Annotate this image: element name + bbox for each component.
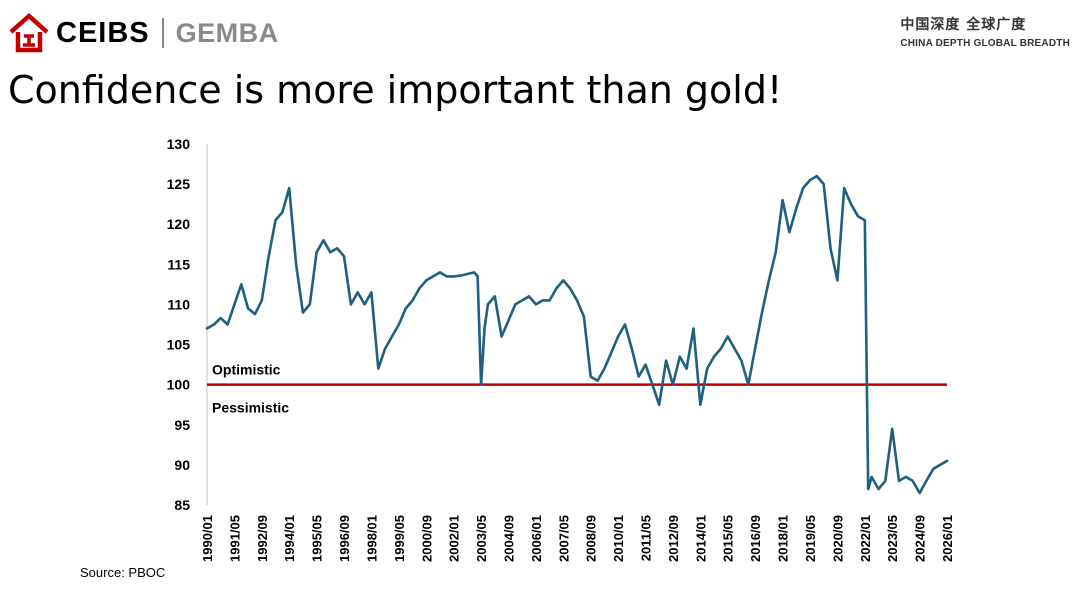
x-tick-label: 2012/09 bbox=[666, 515, 681, 562]
y-tick-label: 110 bbox=[167, 296, 190, 312]
ceibs-logo-icon bbox=[9, 12, 49, 53]
header-logo: CEIBS GEMBA bbox=[8, 10, 279, 56]
x-tick-label: 1999/05 bbox=[392, 515, 407, 562]
x-tick-label: 2026/01 bbox=[940, 515, 955, 562]
x-tick-label: 2014/01 bbox=[693, 515, 708, 562]
optimistic-label: Optimistic bbox=[212, 362, 281, 378]
x-tick-label: 2008/09 bbox=[584, 515, 599, 562]
x-tick-label: 2000/09 bbox=[419, 515, 434, 562]
x-tick-label: 1998/01 bbox=[364, 515, 379, 562]
x-tick-label: 2016/09 bbox=[748, 515, 763, 562]
brand-divider bbox=[161, 18, 164, 48]
x-tick-label: 1994/01 bbox=[282, 515, 297, 562]
x-tick-label: 2023/05 bbox=[885, 515, 900, 562]
x-tick-label: 2019/05 bbox=[803, 515, 818, 562]
y-tick-label: 105 bbox=[167, 337, 191, 353]
x-tick-label: 1990/01 bbox=[200, 515, 215, 562]
x-tick-label: 2022/01 bbox=[858, 515, 873, 562]
x-tick-label: 1992/09 bbox=[255, 515, 270, 562]
x-tick-label: 2020/09 bbox=[830, 515, 845, 562]
x-tick-label: 1995/05 bbox=[310, 515, 325, 562]
y-tick-label: 95 bbox=[174, 417, 190, 433]
x-tick-label: 2011/05 bbox=[639, 515, 654, 561]
y-tick-label: 115 bbox=[167, 256, 190, 272]
x-tick-label: 2018/01 bbox=[776, 515, 791, 562]
y-tick-label: 130 bbox=[167, 136, 191, 152]
x-tick-label: 2002/01 bbox=[447, 515, 462, 562]
x-tick-label: 2003/05 bbox=[474, 515, 489, 562]
x-tick-label: 2010/01 bbox=[611, 515, 626, 562]
slide-title: Confidence is more important than gold! bbox=[8, 68, 783, 112]
tagline-english: CHINA DEPTH GLOBAL BREADTH bbox=[900, 38, 1070, 49]
x-tick-label: 2004/09 bbox=[501, 515, 516, 562]
x-tick-label: 1996/09 bbox=[337, 515, 352, 562]
x-tick-label: 2015/05 bbox=[721, 515, 736, 562]
y-tick-label: 100 bbox=[167, 377, 191, 393]
x-tick-label: 2007/05 bbox=[556, 515, 571, 562]
tagline: 中国深度 全球广度 CHINA DEPTH GLOBAL BREADTH bbox=[900, 14, 1070, 49]
x-tick-label: 2006/01 bbox=[529, 515, 544, 562]
x-tick-label: 1991/05 bbox=[227, 515, 242, 562]
y-tick-label: 125 bbox=[167, 176, 191, 192]
pessimistic-label: Pessimistic bbox=[212, 400, 289, 416]
y-tick-label: 85 bbox=[174, 497, 190, 513]
brand-name-secondary: GEMBA bbox=[175, 17, 279, 48]
y-tick-label: 120 bbox=[167, 216, 191, 232]
tagline-chinese: 中国深度 全球广度 bbox=[900, 17, 1027, 33]
brand-name-primary: CEIBS bbox=[56, 16, 150, 49]
source-note: Source: PBOC bbox=[80, 565, 166, 580]
confidence-index-series-line bbox=[205, 174, 949, 495]
y-tick-label: 90 bbox=[174, 457, 190, 473]
x-tick-label: 2024/09 bbox=[913, 515, 928, 562]
